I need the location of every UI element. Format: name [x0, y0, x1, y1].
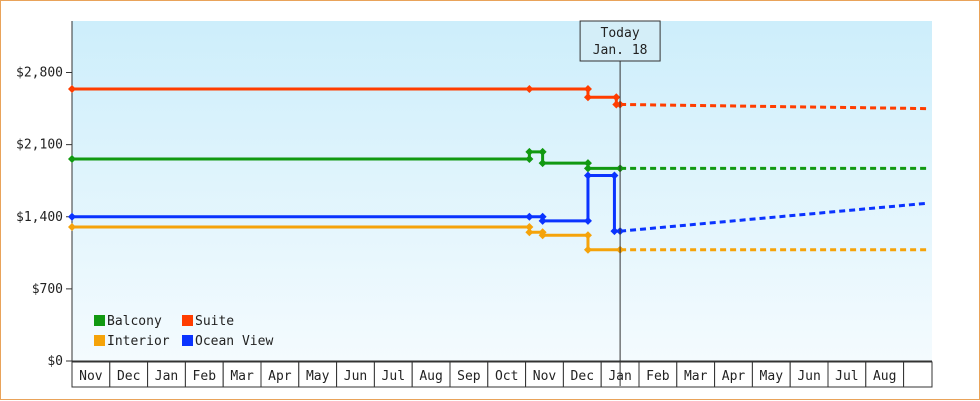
data-point: [583, 159, 592, 168]
legend-label: Interior: [107, 334, 170, 349]
x-tick-label: Oct: [495, 369, 518, 384]
data-point: [583, 216, 592, 225]
month-cell: [147, 361, 186, 388]
forecast-line-suite: [620, 102, 927, 111]
x-tick-label: Jun: [797, 369, 820, 384]
x-tick-label: Nov: [79, 369, 103, 384]
data-point: [538, 159, 547, 168]
legend-swatch: [94, 335, 105, 346]
month-cell: [827, 361, 867, 388]
month-cell: [525, 361, 564, 388]
series-suite: [68, 85, 927, 111]
x-tick-label: May: [306, 369, 330, 384]
legend-label: Suite: [195, 314, 234, 329]
data-point: [525, 155, 534, 164]
x-tick-label: Aug: [419, 369, 442, 384]
data-point: [538, 147, 547, 156]
legend-item-interior: Interior: [94, 334, 170, 349]
x-tick-label: Apr: [722, 369, 746, 384]
today-date: Jan. 18: [593, 43, 648, 58]
series-ocean-view: [68, 171, 927, 236]
legend-label: Ocean View: [195, 334, 273, 349]
data-point: [583, 245, 592, 254]
y-tick-label: $2,100: [16, 138, 63, 153]
y-tick-label: $0: [47, 354, 63, 369]
legend-swatch: [94, 315, 105, 326]
data-point: [610, 171, 619, 180]
legend-item-ocean-view: Ocean View: [182, 334, 273, 349]
month-cell: [71, 361, 111, 388]
x-tick-label: May: [760, 369, 784, 384]
x-tick-label: Feb: [193, 369, 217, 384]
month-cell: [714, 361, 753, 388]
data-point: [68, 85, 76, 93]
legend-item-balcony: Balcony: [94, 314, 162, 329]
data-point: [583, 85, 592, 93]
today-box: [579, 20, 661, 62]
x-tick-label: Aug: [873, 369, 896, 384]
legend-swatch: [182, 335, 193, 346]
today-label: Today: [601, 26, 640, 41]
data-point: [525, 85, 534, 93]
y-tick-label: $2,800: [16, 66, 63, 81]
x-tick-label: Jun: [344, 369, 367, 384]
month-cell-filler: [903, 361, 933, 388]
month-cell: [676, 361, 716, 388]
x-tick-label: Nov: [533, 369, 557, 384]
x-tick-label: Sep: [457, 369, 481, 384]
month-cell: [562, 361, 602, 388]
data-point: [68, 223, 76, 232]
series-interior: [68, 223, 927, 254]
month-cell: [789, 361, 829, 388]
data-point: [525, 212, 534, 221]
data-point: [525, 228, 534, 237]
month-cell: [449, 361, 489, 388]
data-point: [612, 93, 621, 102]
x-tick-label: Mar: [230, 369, 254, 384]
month-cell: [222, 361, 262, 388]
x-tick-label: Jul: [835, 369, 858, 384]
x-tick-label: Feb: [646, 369, 670, 384]
x-tick-label: Jan: [155, 369, 178, 384]
data-point: [525, 223, 534, 232]
data-point: [538, 216, 547, 225]
month-cell: [109, 361, 149, 388]
legend-label: Balcony: [107, 314, 162, 329]
x-tick-label: Jul: [382, 369, 405, 384]
data-point: [583, 164, 592, 173]
forecast-line-ocean-view: [619, 201, 927, 233]
data-point: [68, 212, 76, 221]
month-cell: [373, 361, 413, 388]
month-cell: [260, 361, 300, 388]
y-tick-label: $1,400: [16, 210, 63, 225]
plot-background: [72, 21, 932, 361]
data-point: [610, 227, 619, 236]
month-cell: [751, 361, 791, 388]
data-point: [583, 171, 592, 180]
legend-swatch: [182, 315, 193, 326]
legend-item-suite: Suite: [182, 314, 234, 329]
data-point: [583, 93, 592, 102]
data-point: [525, 147, 534, 156]
x-tick-label: Mar: [684, 369, 708, 384]
x-tick-label: Dec: [117, 369, 140, 384]
x-tick-label: Dec: [571, 369, 594, 384]
month-cell: [184, 361, 224, 388]
data-point: [583, 231, 592, 240]
data-point: [68, 155, 76, 164]
data-point: [538, 231, 547, 240]
data-point: [538, 212, 547, 221]
x-tick-label: Apr: [268, 369, 292, 384]
y-tick-label: $700: [32, 282, 63, 297]
